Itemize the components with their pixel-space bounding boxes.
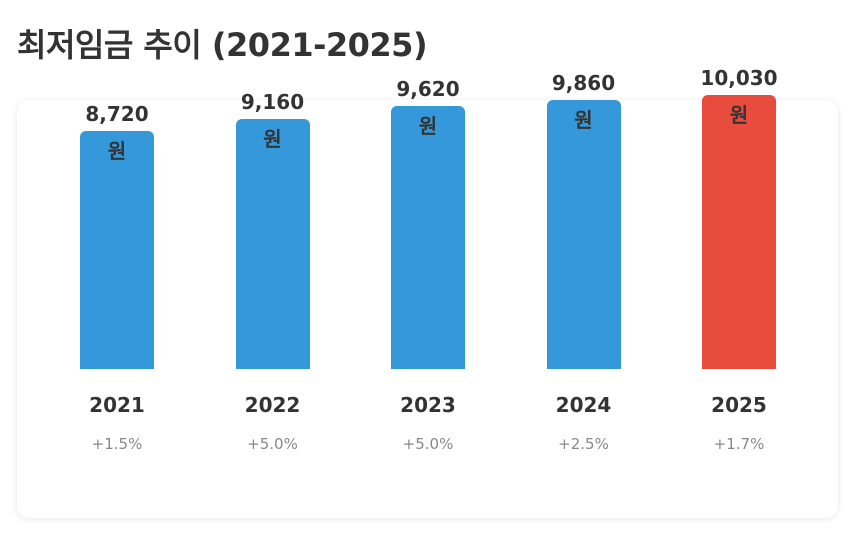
bar-column-2024: 9,860 원 2024 +2.5% [504,0,664,537]
bar-column-2021: 8,720 원 2021 +1.5% [37,0,197,537]
change-label-2024: +2.5% [558,435,609,453]
unit-label-2022: 원 [263,126,282,151]
bar-column-2022: 9,160 원 2022 +5.0% [193,0,353,537]
bar-2024: 원 [546,99,621,369]
bar-column-2025: 10,030 원 2025 +1.7% [659,0,819,537]
value-label-2025: 10,030 [700,66,778,91]
bar-2021: 원 [80,130,154,369]
year-label-2023: 2023 [400,393,456,417]
year-label-2022: 2022 [244,393,301,417]
change-label-2025: +1.7% [713,435,765,453]
unit-label-2021: 원 [107,138,127,163]
unit-label-2025: 원 [729,103,749,128]
value-label-2021: 8,720 [85,101,149,126]
unit-label-2023: 원 [418,114,438,139]
bar-2023: 원 [391,106,465,369]
value-label-2024: 9,860 [551,70,616,95]
bar-2025: 원 [702,95,776,369]
value-label-2023: 9,620 [396,77,460,102]
change-label-2021: +1.5% [91,435,143,453]
year-label-2024: 2024 [555,393,612,417]
change-label-2022: +5.0% [247,435,298,453]
value-label-2022: 9,160 [240,89,305,114]
year-label-2021: 2021 [89,393,145,417]
bar-2022: 원 [235,118,310,369]
chart-title: 최저임금 추이 (2021-2025) [17,26,428,64]
unit-label-2024: 원 [574,107,593,132]
year-label-2025: 2025 [711,393,767,417]
change-label-2023: +5.0% [402,435,454,453]
bar-column-2023: 9,620 원 2023 +5.0% [348,0,508,537]
